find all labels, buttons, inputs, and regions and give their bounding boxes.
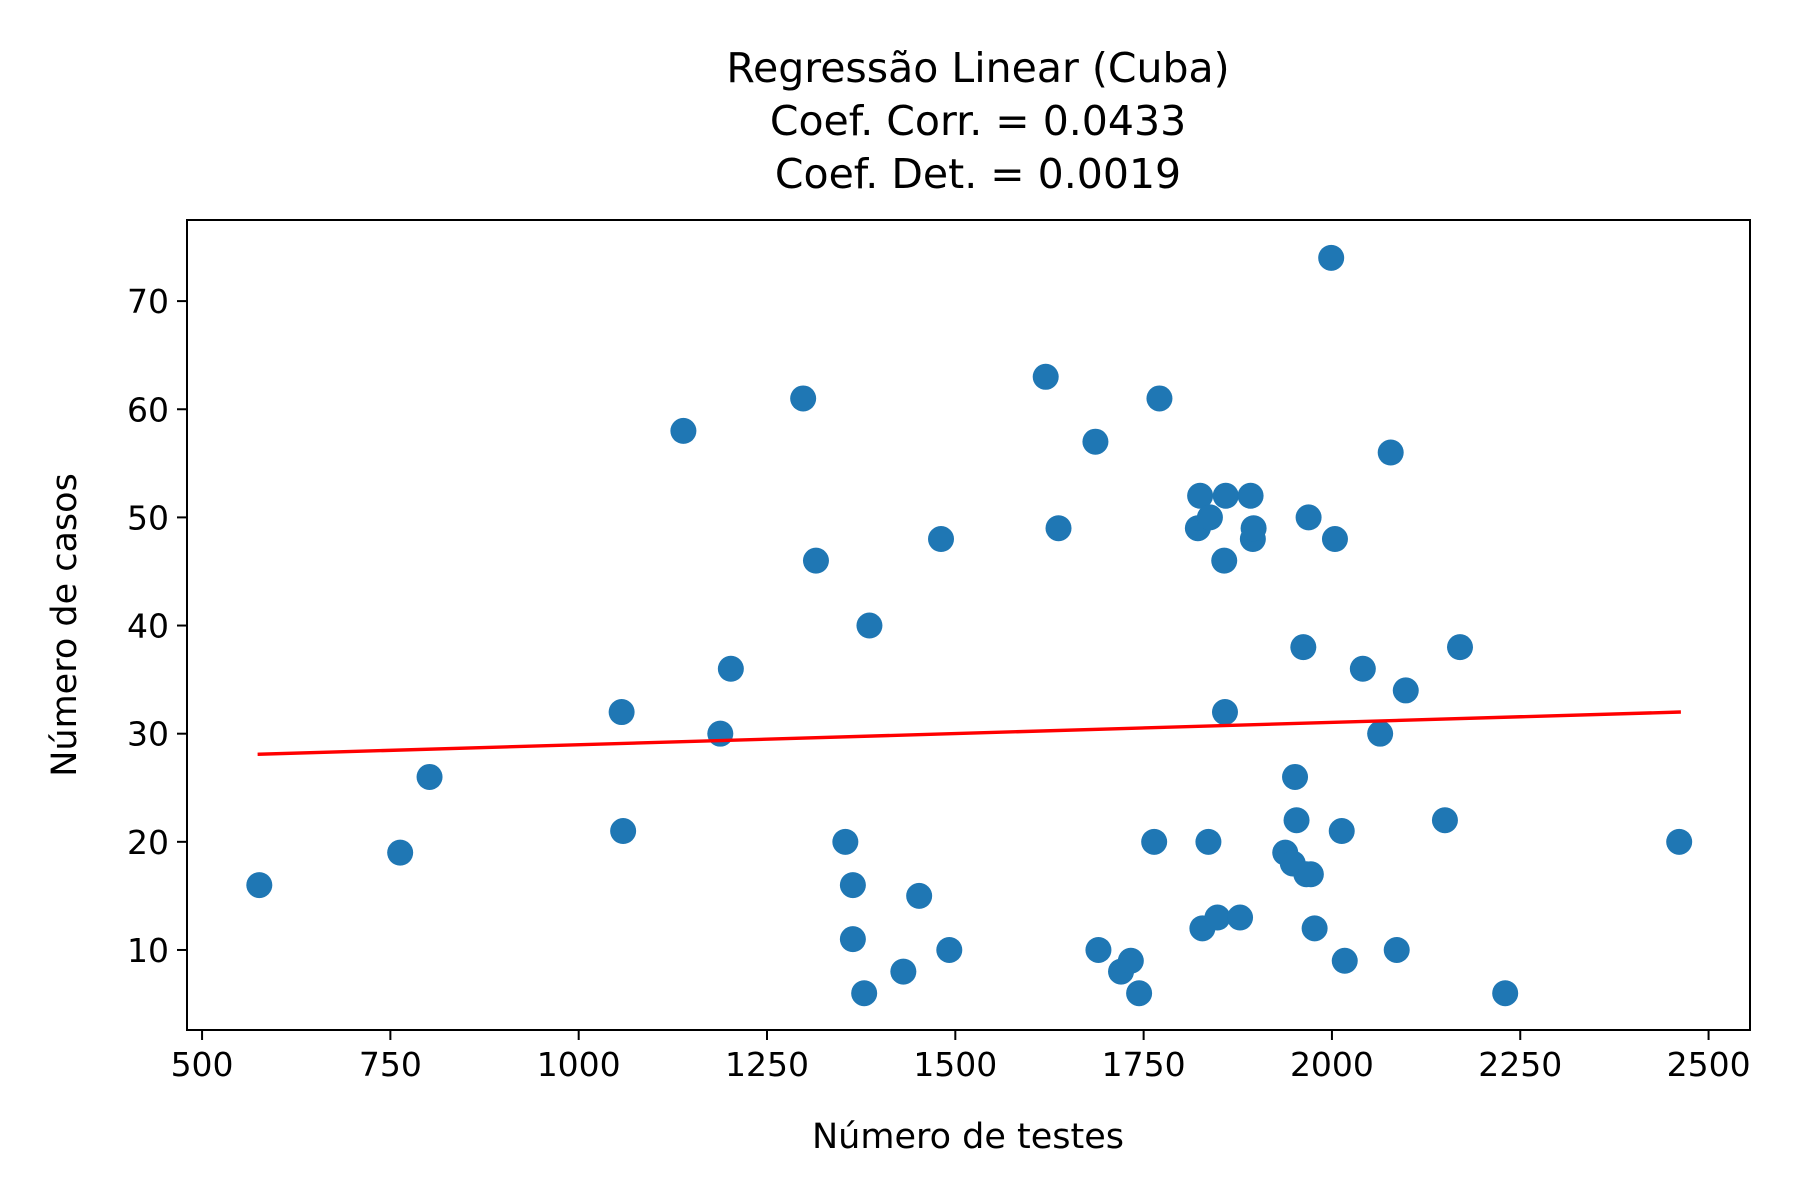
- data-point: [832, 828, 859, 855]
- data-point: [802, 547, 829, 574]
- data-point: [1295, 504, 1322, 531]
- data-point: [1085, 936, 1112, 963]
- data-point: [1318, 244, 1345, 271]
- data-point: [1446, 634, 1473, 661]
- data-point: [1187, 482, 1214, 509]
- x-axis-label: Número de testes: [812, 1117, 1124, 1157]
- data-point: [1349, 655, 1376, 682]
- x-tick-label: 1000: [537, 1045, 621, 1084]
- data-point: [717, 655, 744, 682]
- data-point: [1282, 763, 1309, 790]
- data-point: [928, 526, 955, 553]
- data-point: [1196, 504, 1223, 531]
- data-point: [707, 720, 734, 747]
- data-point: [790, 385, 817, 412]
- data-point: [1492, 980, 1519, 1007]
- x-tick-label: 2000: [1290, 1045, 1374, 1084]
- data-point: [906, 882, 933, 909]
- y-axis-ticks: 10 20 30 40 50 60 70: [127, 282, 187, 970]
- data-point: [1367, 720, 1394, 747]
- data-point: [1377, 439, 1404, 466]
- data-point: [1431, 807, 1458, 834]
- x-tick-label: 500: [171, 1045, 234, 1084]
- data-point: [1666, 828, 1693, 855]
- data-point: [1392, 677, 1419, 704]
- x-tick-label: 2250: [1478, 1045, 1562, 1084]
- data-point: [1141, 828, 1168, 855]
- y-tick-label: 60: [127, 390, 169, 429]
- data-point: [1126, 980, 1153, 1007]
- data-point: [1321, 526, 1348, 553]
- data-point: [246, 872, 273, 899]
- x-axis-ticks: 500 750 1000 1250 1500 1750 2000 2250 2500: [171, 1030, 1751, 1084]
- x-tick-label: 1500: [913, 1045, 997, 1084]
- data-point: [1146, 385, 1173, 412]
- data-point: [936, 936, 963, 963]
- data-point: [1204, 904, 1231, 931]
- data-point: [387, 839, 414, 866]
- regression-line: [257, 710, 1681, 756]
- data-point: [1212, 482, 1239, 509]
- scatter-points: [246, 244, 1693, 1007]
- chart-title: Regressão Linear (Cuba) Coef. Corr. = 0.…: [726, 44, 1229, 198]
- data-point: [1211, 699, 1238, 726]
- data-point: [1290, 634, 1317, 661]
- data-point: [839, 926, 866, 953]
- data-point: [1032, 363, 1059, 390]
- y-tick-label: 70: [127, 282, 169, 321]
- title-line-1: Regressão Linear (Cuba): [726, 44, 1229, 92]
- y-tick-label: 50: [127, 498, 169, 537]
- data-point: [1237, 482, 1264, 509]
- x-tick-label: 1250: [725, 1045, 809, 1084]
- data-point: [1227, 904, 1254, 931]
- y-tick-label: 30: [127, 715, 169, 754]
- data-point: [608, 699, 635, 726]
- data-point: [1328, 818, 1355, 845]
- data-point: [1297, 861, 1324, 888]
- data-point: [1117, 947, 1144, 974]
- data-point: [1240, 515, 1267, 542]
- data-point: [1331, 947, 1358, 974]
- plot-area-frame: [186, 219, 1751, 1031]
- data-point: [839, 872, 866, 899]
- data-point: [1301, 915, 1328, 942]
- x-tick-label: 1750: [1102, 1045, 1186, 1084]
- title-line-3: Coef. Det. = 0.0019: [775, 150, 1181, 198]
- data-point: [1082, 428, 1109, 455]
- data-point: [890, 958, 917, 985]
- y-axis-label: Número de casos: [45, 473, 85, 777]
- y-tick-label: 20: [127, 823, 169, 862]
- data-point: [1211, 547, 1238, 574]
- data-point: [1383, 936, 1410, 963]
- y-tick-label: 10: [127, 931, 169, 970]
- title-line-2: Coef. Corr. = 0.0433: [770, 97, 1186, 145]
- data-point: [851, 980, 878, 1007]
- data-point: [416, 763, 443, 790]
- data-point: [856, 612, 883, 639]
- y-tick-label: 40: [127, 607, 169, 646]
- x-tick-label: 2500: [1667, 1045, 1751, 1084]
- data-point: [670, 417, 697, 444]
- data-point: [610, 818, 637, 845]
- data-point: [1045, 515, 1072, 542]
- x-tick-label: 750: [359, 1045, 422, 1084]
- data-point: [1195, 828, 1222, 855]
- data-point: [1283, 807, 1310, 834]
